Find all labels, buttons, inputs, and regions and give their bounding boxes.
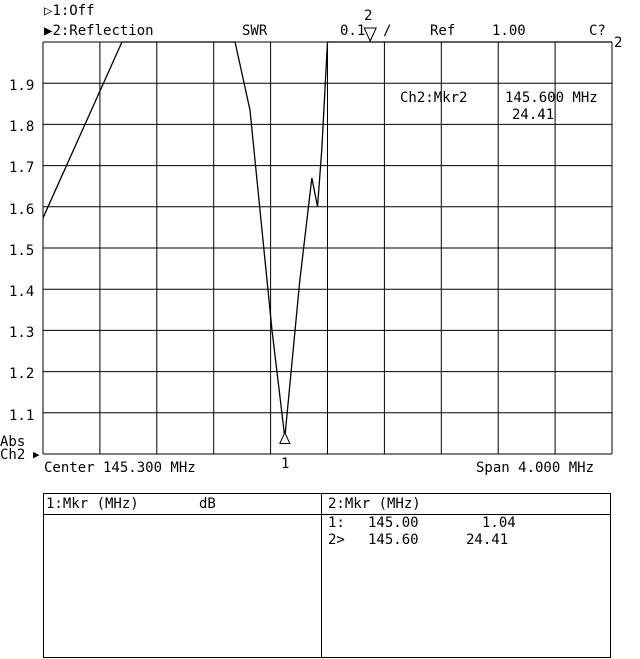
format-label: SWR — [242, 23, 268, 39]
table-header-line — [44, 514, 610, 515]
y-tick-label: 1.8 — [9, 119, 35, 136]
right-table-header: 2:Mkr (MHz) — [328, 496, 421, 512]
swr-trace — [42, 41, 612, 438]
ref-ch2-label: Ch2 — [0, 447, 26, 463]
ref-position-arrow-icon: ▶ — [33, 448, 40, 461]
marker1-triangle-icon — [279, 431, 291, 445]
marker-table: 1:Mkr (MHz) dB 2:Mkr (MHz) 1: 145.00 1.0… — [43, 493, 611, 658]
y-tick-label: 1.3 — [9, 325, 35, 342]
span-frequency: Span 4.000 MHz — [476, 460, 595, 476]
marker-readout-freq: 145.600 MHz — [505, 90, 598, 106]
table-divider — [44, 494, 322, 657]
left-table-unit: dB — [199, 496, 216, 512]
y-tick-label: 1.2 — [9, 366, 35, 383]
scale-value: 0.1 — [340, 23, 366, 39]
y-tick-label: 1.1 — [9, 407, 35, 424]
y-tick-label: 1.7 — [9, 160, 35, 177]
marker2-triangle-icon — [363, 27, 377, 43]
ref-label: Ref — [430, 23, 456, 39]
cal-subscript: 2 — [614, 35, 623, 51]
y-tick-label: 1.5 — [9, 242, 35, 259]
ref-value: 1.00 — [492, 23, 526, 39]
marker-readout-value: 24.41 — [512, 107, 555, 123]
swr-plot — [42, 27, 613, 455]
left-table-header: 1:Mkr (MHz) — [46, 496, 139, 512]
ref-abs-label: Abs — [0, 434, 26, 450]
marker-readout-label: Ch2:Mkr2 — [400, 90, 468, 106]
marker1-bottom-label: 1 — [281, 456, 290, 472]
y-tick-label: 1.6 — [9, 201, 35, 218]
y-tick-label: 1.9 — [9, 78, 35, 94]
y-tick-label: 1.4 — [9, 284, 35, 300]
channel1-status: ▷1:Off — [44, 3, 95, 19]
channel2-status[interactable]: ▶2:Reflection — [44, 23, 154, 39]
center-frequency: Center 145.300 MHz — [44, 460, 196, 476]
scale-unit: / — [383, 23, 392, 39]
marker2-top-label: 2 — [364, 8, 373, 24]
cal-status: C? — [589, 23, 606, 39]
